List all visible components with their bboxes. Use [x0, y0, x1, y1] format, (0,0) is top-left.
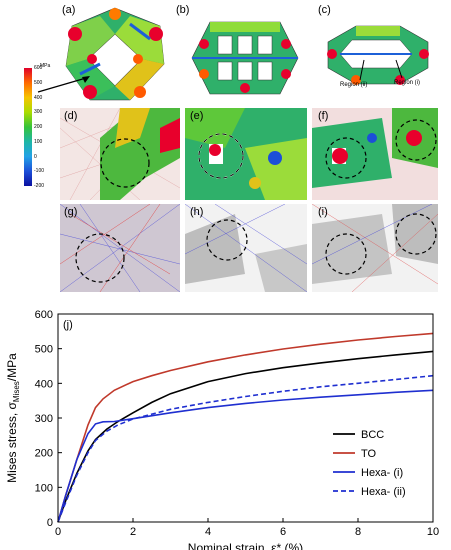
- panel-label-h: (h): [190, 206, 204, 218]
- arrow-icon: [37, 76, 90, 93]
- panel-label-e: (e): [190, 110, 204, 122]
- zoom-render-f: [312, 108, 438, 200]
- colorbar-tick-label: 400: [34, 94, 43, 101]
- x-tick-label: 6: [280, 526, 286, 538]
- legend-label: BCC: [361, 429, 384, 441]
- to-cell-render: [191, 21, 299, 95]
- colorbar-gradient: [24, 68, 32, 186]
- panel-label-g: (g): [64, 206, 78, 218]
- y-tick-label: 600: [35, 309, 53, 321]
- bcc-cell-render: [65, 7, 165, 101]
- y-tick-label: 200: [35, 448, 53, 460]
- region-pointer-lines: [359, 59, 403, 81]
- x-axis-label: Nominal strain, ε* (%): [188, 541, 303, 550]
- colorbar-tick-label: 0: [34, 153, 37, 160]
- y-tick-label: 100: [35, 482, 53, 494]
- x-tick-label: 0: [55, 526, 61, 538]
- panel-label-a: (a): [62, 4, 76, 16]
- legend-label: Hexa- (i): [361, 467, 403, 479]
- hexa-cell-render: [327, 25, 429, 85]
- zoom-render-h: [185, 204, 307, 292]
- series-line-hexa-i: [57, 389, 434, 523]
- series-line-to: [57, 332, 434, 523]
- legend-label: Hexa- (ii): [361, 486, 406, 498]
- y-tick-label: 500: [35, 344, 53, 356]
- colorbar-unit: MPa: [40, 63, 51, 69]
- zoom-render-e: [185, 108, 307, 200]
- panel-label-f: (f): [318, 110, 329, 122]
- colorbar-tick-label: -100: [34, 168, 45, 175]
- y-axis-label: Mises stress, σMises/MPa: [5, 353, 21, 483]
- x-tick-label: 2: [130, 526, 136, 538]
- colorbar-tick-label: 200: [34, 124, 43, 130]
- x-tick-label: 8: [355, 526, 361, 538]
- panel-label-i: (i): [318, 206, 328, 218]
- colorbar-tick-label: 100: [34, 138, 43, 145]
- colorbar-tick-label: -200: [34, 183, 45, 189]
- colorbar-tick-label: 600: [34, 65, 43, 71]
- colorbar-tick-label: 500: [34, 79, 43, 86]
- chart-legend: BCC TO Hexa- (i) Hexa- (ii): [333, 429, 406, 498]
- panel-label-j: (j): [63, 319, 73, 331]
- zoom-render-d: [60, 108, 180, 200]
- x-tick-label: 4: [205, 526, 211, 538]
- colorbar-tick-label: 300: [34, 109, 43, 116]
- y-tick-label: 400: [35, 378, 53, 390]
- panel-label-b: (b): [176, 4, 190, 16]
- zoom-render-g: [60, 204, 180, 292]
- y-tick-label: 0: [47, 517, 53, 529]
- stress-strain-chart: 0 2 4 6 8 10 0 100 200 300 400 500 600 (j) Nominal …: [5, 309, 439, 550]
- x-tick-label: 10: [427, 526, 439, 538]
- legend-label: TO: [361, 448, 377, 460]
- colorbar: MPa 600 500 400 300 200 100 0 -100 -200: [24, 63, 60, 190]
- series-line-hexa-ii: [57, 374, 434, 523]
- region-i-label: Region (i): [394, 80, 421, 86]
- panel-label-d: (d): [64, 110, 78, 122]
- zoom-render-i: [312, 204, 438, 292]
- panel-label-c: (c): [318, 4, 331, 16]
- region-ii-label: Region (ii): [340, 82, 368, 88]
- y-tick-label: 300: [35, 413, 53, 425]
